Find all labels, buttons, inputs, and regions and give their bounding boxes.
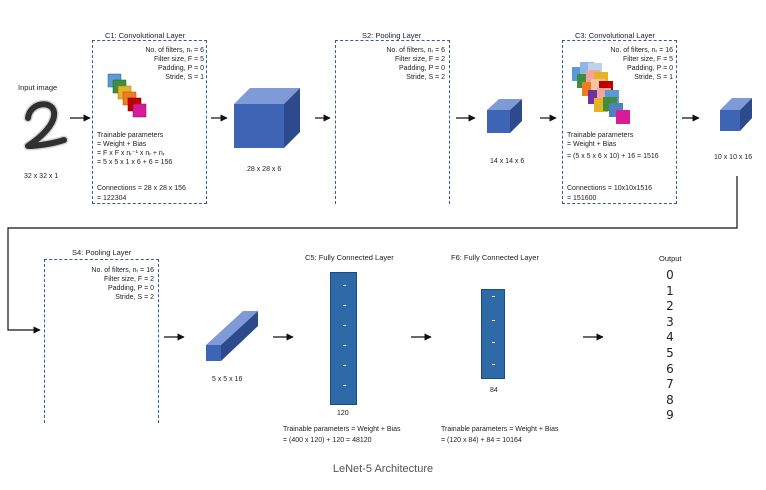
wrap-connector — [7, 176, 738, 334]
s4-output-cube — [206, 311, 258, 361]
c1-box — [92, 40, 207, 204]
output-digit: 6 — [666, 361, 674, 376]
f6-trainable-0: Trainable parameters = Weight + Bias — [441, 426, 559, 433]
c3-title: C3: Convolutional Layer — [575, 31, 656, 40]
c5-title: C5: Fully Connected Layer — [305, 253, 394, 262]
output-digits: 0 1 2 3 4 5 6 7 8 9 — [660, 268, 680, 424]
c5-unit-tick — [343, 365, 346, 366]
c5-unit-tick — [343, 285, 346, 286]
input-digit-image — [23, 99, 69, 151]
s2-box — [335, 40, 450, 204]
c3-connections-1: = 151600 — [567, 195, 597, 202]
c1-output-cube — [234, 88, 300, 148]
c5-unit-tick — [343, 385, 346, 386]
f6-unit-tick — [492, 364, 495, 365]
f6-unit-tick — [492, 296, 495, 297]
c5-trainable-1: = (400 x 120) + 120 = 48120 — [283, 437, 372, 444]
input-size: 32 x 32 x 1 — [24, 173, 59, 180]
c5-unit-tick — [343, 325, 346, 326]
c3-trainable-2: = (5 x 5 x 6 x 10) + 16 = 1516 — [567, 153, 659, 160]
f6-trainable-1: = (120 x 84) + 84 = 10164 — [441, 437, 522, 444]
output-digit: 0 — [666, 268, 674, 282]
c1-param-stride: Stride, S = 1 — [165, 74, 204, 81]
c1-connections-0: Connections = 28 x 28 x 156 — [97, 185, 186, 192]
s4-box — [44, 259, 159, 423]
output-digit: 3 — [666, 314, 674, 329]
c5-fc-column — [330, 272, 357, 405]
c3-connections-0: Connections = 10x10x1516 — [567, 185, 653, 192]
c1-param-filters: No. of filters, nᵣ = 6 — [145, 47, 204, 54]
c1-param-filter-size: Filter size, F = 5 — [154, 56, 204, 63]
f6-unit-tick — [492, 320, 495, 321]
c1-output-size: 28 x 28 x 6 — [247, 166, 282, 173]
c1-trainable-1: = Weight + Bias — [97, 141, 147, 148]
c1-param-padding: Padding, P = 0 — [158, 65, 204, 72]
s2-title: S2: Pooling Layer — [362, 31, 422, 40]
c1-filters — [107, 73, 147, 118]
c5-unit-tick — [343, 305, 346, 306]
output-digit: 1 — [666, 283, 674, 298]
s4-param-filters: No. of filters, nᵣ = 16 — [91, 267, 154, 274]
c3-param-padding: Padding, P = 0 — [627, 65, 673, 72]
s2-param-filters: No. of filters, nᵣ = 6 — [386, 47, 445, 54]
c3-param-filter-size: Filter size, F = 5 — [623, 56, 673, 63]
s4-param-filter-size: Filter size, F = 2 — [104, 276, 154, 283]
output-title: Output — [659, 254, 682, 263]
output-digit: 8 — [666, 392, 674, 407]
s2-output-cube — [487, 99, 522, 133]
output-digit: 7 — [666, 377, 674, 392]
c1-trainable-2: = F x F x nᵣ⁻¹ x nᵣ + nᵣ — [97, 150, 165, 157]
s2-output-size: 14 x 14 x 6 — [490, 158, 525, 165]
s4-output-size: 5 x 5 x 16 — [212, 376, 243, 383]
c5-unit-tick — [343, 345, 346, 346]
s2-param-stride: Stride, S = 2 — [406, 74, 445, 81]
f6-fc-column — [481, 289, 505, 379]
s4-param-padding: Padding, P = 0 — [108, 285, 154, 292]
output-digit: 2 — [666, 299, 674, 314]
output-digit: 4 — [666, 330, 674, 345]
output-digit: 9 — [666, 408, 674, 423]
f6-unit-tick — [492, 342, 495, 343]
c3-param-filters: No. of filters, nᵣ = 16 — [610, 47, 673, 54]
figure-caption: LeNet-5 Architecture — [332, 463, 434, 475]
s4-param-stride: Stride, S = 2 — [115, 294, 154, 301]
c3-output-size: 10 x 10 x 16 — [714, 154, 753, 161]
s2-param-padding: Padding, P = 0 — [399, 65, 445, 72]
c1-title: C1: Convolutional Layer — [105, 31, 186, 40]
f6-units: 84 — [490, 387, 498, 394]
c1-connections-1: = 122304 — [97, 195, 127, 202]
c3-trainable-1: = Weight + Bias — [567, 141, 617, 148]
c3-box — [562, 40, 677, 204]
s4-title: S4: Pooling Layer — [72, 248, 132, 257]
c3-param-stride: Stride, S = 1 — [634, 74, 673, 81]
c1-trainable-3: = 5 x 5 x 1 x 6 + 6 = 156 — [97, 159, 173, 166]
output-digit: 5 — [666, 345, 674, 360]
c3-output-cube — [720, 98, 752, 131]
c5-units: 120 — [337, 410, 349, 417]
c1-trainable-0: Trainable parameters — [97, 132, 164, 139]
c3-trainable-0: Trainable parameters — [567, 132, 634, 139]
c5-trainable-0: Trainable parameters = Weight + Bias — [283, 426, 401, 433]
input-label: Input image — [18, 83, 58, 92]
c3-filters — [572, 62, 630, 124]
s2-param-filter-size: Filter size, F = 2 — [395, 56, 445, 63]
f6-title: F6: Fully Connected Layer — [451, 253, 539, 262]
